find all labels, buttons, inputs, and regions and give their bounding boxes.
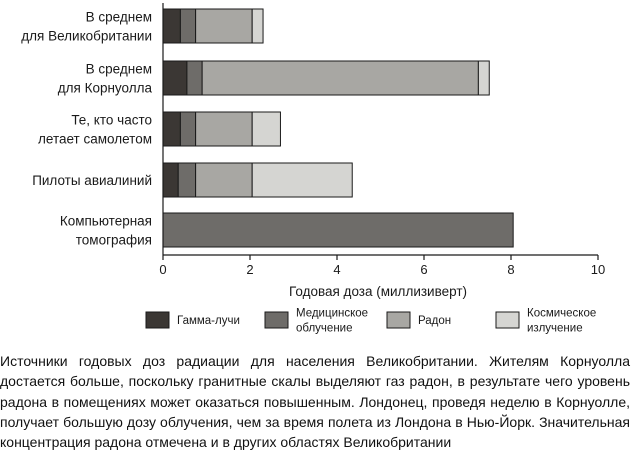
bar-segment-2-2: [186, 60, 203, 96]
stacked-bar-chart: В среднем для Великобритании В среднем для …: [21, 3, 605, 335]
bar-segment-1-2: [179, 8, 197, 44]
bar-segment-2-3: [201, 60, 479, 96]
category-labels: В среднем для Великобритании В среднем для …: [21, 10, 152, 248]
axes: 0 2 4 6 8 10: [159, 3, 605, 277]
category-label-3-1: Те, кто часто: [71, 113, 152, 128]
category-label-2-1: В среднем: [86, 62, 152, 77]
legend-label-4-2: излучение: [527, 323, 583, 335]
legend-label-1-1: Гамма-лучи: [177, 315, 240, 327]
bar-segment-2-4: [477, 60, 490, 96]
legend-label-2-1: Медицинское: [296, 308, 368, 320]
figure-caption: Источники годовых доз радиации для насел…: [0, 351, 630, 452]
bar-segment-1-4: [251, 8, 264, 44]
category-label-1-2: для Великобритании: [21, 29, 152, 44]
bars-group: [162, 8, 514, 248]
legend-swatch-4: [495, 311, 520, 329]
legend: Гамма-лучи Медицинское облучение Радон Косми…: [145, 308, 596, 335]
caption-text: Источники годовых доз радиации для насел…: [0, 353, 630, 451]
x-tick-label-10: 10: [591, 262, 605, 277]
legend-label-3-1: Радон: [418, 315, 451, 327]
bar-segment-4-4: [251, 162, 353, 198]
bar-segment-4-2: [177, 162, 197, 198]
category-label-3-2: летает самолетом: [38, 132, 152, 147]
category-label-2-2: для Корнуолла: [58, 81, 153, 96]
x-axis-title: Годовая доза (миллизиверт): [289, 284, 467, 299]
x-tick-label-0: 0: [159, 262, 166, 277]
category-label-5-2: томография: [76, 233, 152, 248]
legend-swatch-2: [264, 311, 289, 329]
bar-segment-3-1: [162, 111, 181, 147]
bar-segment-3-2: [179, 111, 197, 147]
bar-segment-4-3: [195, 162, 253, 198]
legend-label-2-2: облучение: [296, 323, 352, 335]
bar-segment-4-1: [162, 162, 179, 198]
x-tick-label-4: 4: [333, 262, 340, 277]
bar-segment-5-2: [162, 212, 514, 248]
x-tick-label-2: 2: [246, 262, 253, 277]
category-label-4-1: Пилоты авиалиний: [32, 173, 152, 188]
x-tick-label-6: 6: [420, 262, 427, 277]
x-tick-label-8: 8: [507, 262, 514, 277]
bar-segment-1-3: [195, 8, 253, 44]
category-label-1-1: В среднем: [86, 10, 152, 25]
legend-label-4-1: Космическое: [527, 308, 596, 320]
legend-swatch-1: [145, 311, 170, 329]
bar-segment-3-3: [195, 111, 253, 147]
bar-segment-3-4: [251, 111, 281, 147]
bar-segment-2-1: [162, 60, 188, 96]
bar-segment-1-1: [162, 8, 181, 44]
legend-swatch-3: [386, 311, 411, 329]
category-label-5-1: Компьютерная: [60, 214, 152, 229]
